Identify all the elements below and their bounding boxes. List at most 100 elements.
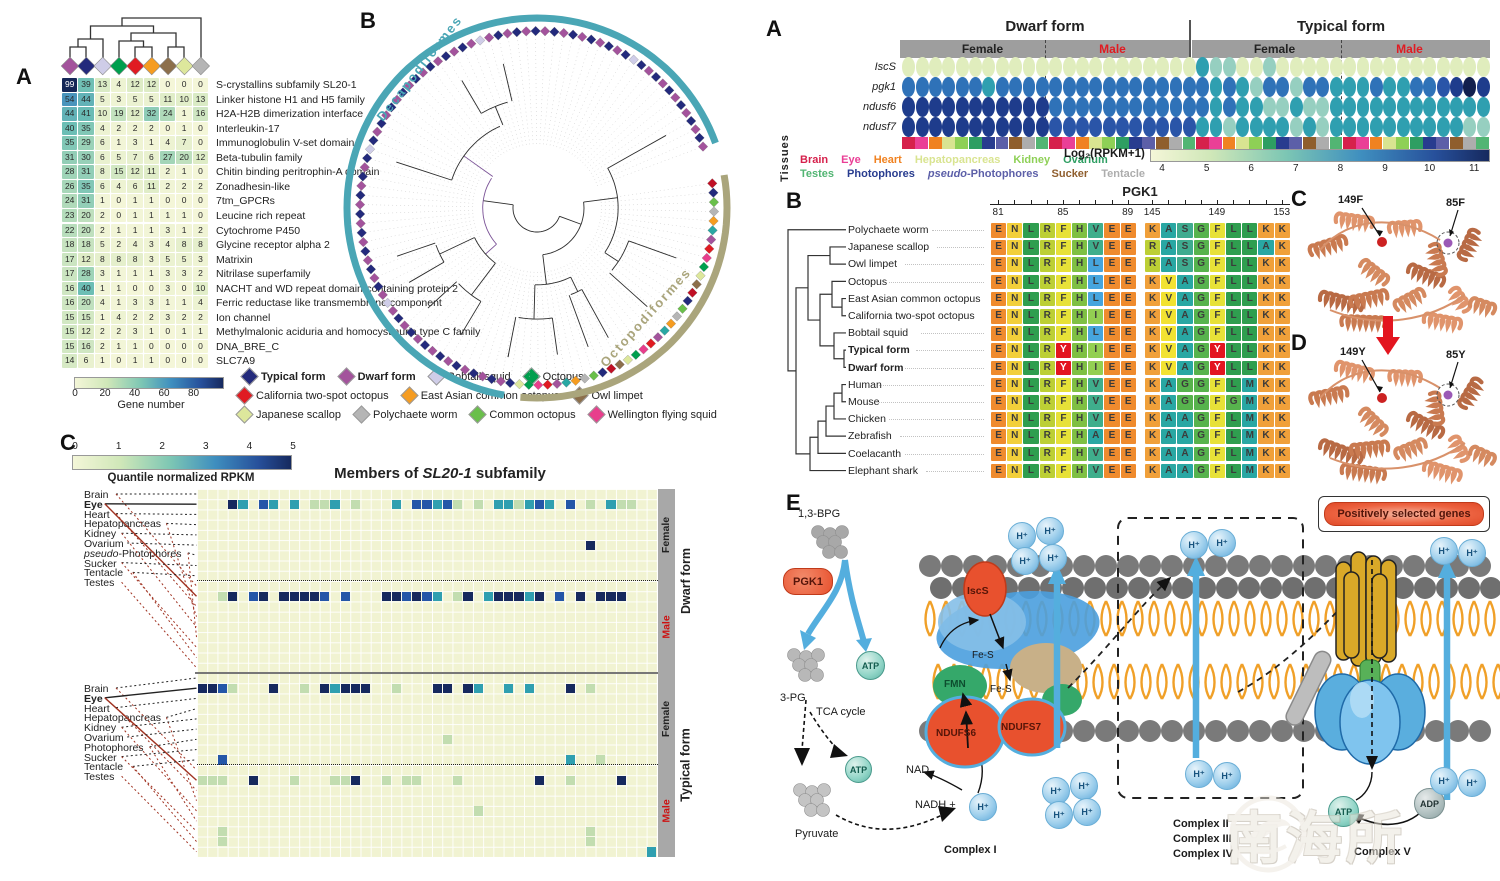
heatmap-cell: 39 [78,78,94,92]
heatmap-hot-cell [442,683,453,693]
expression-dot [1049,77,1063,97]
tissue-label: Heart [84,508,110,521]
expression-dot [1022,77,1036,97]
expression-dot [1009,117,1023,137]
expression-dot [1102,77,1116,97]
expression-dot [1476,97,1490,117]
aa-cell: M [1241,445,1259,463]
expression-dot [955,57,969,77]
taxon-diamond [707,178,718,189]
taxon-diamond [636,60,647,71]
colorbar-tick: 20 [99,388,111,399]
ruler-tick [1233,200,1235,204]
aa-cell: E [990,376,1008,394]
aa-cell: L [1225,342,1243,359]
heatmap-cell: 1 [111,136,127,150]
expression-dot [942,57,956,77]
ndufs7-label: NDUFS7 [1001,722,1042,733]
heatmap-cell: 5 [160,252,176,267]
taxon-diamond [440,51,451,62]
aa-cell: K [1144,428,1162,445]
ruler-tick [1265,200,1267,204]
taxon-diamond [540,26,551,37]
heatmap-hot-cell [493,591,504,601]
tissue-strip-cell [1369,137,1383,149]
aa-cell: A [1160,428,1178,445]
atp-node-1: ATP [856,651,885,680]
aa-cell: M [1241,411,1259,428]
tissue-legend-item: Sucker [1051,168,1089,180]
species-legend-item: Dwarf form [336,367,416,386]
aa-cell: K [1144,222,1162,239]
expression-dot [1089,117,1103,137]
ruler-tick [1079,200,1081,204]
dwarf-male-bar: Male [658,581,675,673]
species-diamond [158,56,178,76]
aa-cell: K [1273,308,1291,325]
heatmap-cell: 0 [160,78,176,92]
h-plus-circle: H⁺ [1070,772,1098,800]
aa-cell: A [1176,273,1194,291]
taxon-diamond [664,85,675,96]
aa-cell: N [1006,445,1024,463]
taxon-diamond [382,297,393,308]
taxon-diamond [362,255,373,266]
expression-dot [1196,97,1210,117]
heatmap-hot-cell [534,591,545,601]
tissue-label: Kidney [84,528,117,541]
tissue-strip-cell [928,137,942,149]
heatmap-cell: 10 [94,107,111,121]
tissue-strip-cell [1356,137,1370,149]
heatmap-hot-cell [207,683,217,693]
aa-cell: V [1087,222,1105,239]
aa-cell: E [1103,462,1121,480]
rpkm-colorbar [72,455,292,470]
heatmap-cell: 1 [111,223,127,238]
aa-cell: F [1054,411,1072,428]
heatmap-hot-cell [391,683,401,693]
residue-85Y-label: 85Y [1446,349,1466,361]
tissue-strip-cell [1142,137,1156,149]
aa-cell: F [1054,394,1072,411]
expression-dot [1169,117,1183,137]
expression-dot [1396,97,1410,117]
aa-cell: V [1087,394,1105,411]
aa-cell: A [1160,376,1178,394]
aa-cell: F [1208,428,1226,445]
form-divider-solid [195,672,675,674]
aa-cell: R [1038,342,1056,359]
heatmap-cell: 2 [192,179,209,194]
ruler-tick [1030,200,1032,204]
aa-cell: F [1054,445,1072,463]
ruler-number: 89 [1122,207,1134,218]
h-plus-circle: H⁺ [1039,544,1067,572]
heatmap-cell: 32 [143,107,160,121]
heatmap-cell: 19 [111,107,127,121]
heatmap-hot-cell [350,775,361,785]
heatmap-cell: 4 [160,238,176,252]
heatmap-hot-cell [310,499,320,509]
heatmap-cell: 10 [176,92,192,107]
expression-dot [1182,97,1196,117]
taxon-diamond [475,35,486,46]
expression-dot [1249,117,1263,137]
heatmap-cell: 11 [143,165,160,179]
taxon-diamond [376,118,387,129]
expression-dot [1142,57,1156,77]
expression-dot [1075,97,1089,117]
tissue-strip-cell [1463,137,1476,149]
taxon-diamond [368,135,379,146]
taxon-diamond [708,187,719,198]
log-colorbar-title: Log₂(RPKM+1) [1064,148,1145,160]
aa-cell: V [1087,239,1105,256]
tissue-strip-cell [1276,137,1289,149]
heatmap-hot-cell [361,683,371,693]
taxon-diamond [701,252,712,263]
log-tick: 6 [1248,163,1254,174]
tissue-strip-cell [1129,137,1142,149]
aa-cell: V [1087,376,1105,394]
aa-cell: H [1071,428,1089,445]
heatmap-cell: 17 [62,252,78,267]
tissue-strip-cell [1048,137,1062,149]
taxon-diamond [682,295,693,306]
